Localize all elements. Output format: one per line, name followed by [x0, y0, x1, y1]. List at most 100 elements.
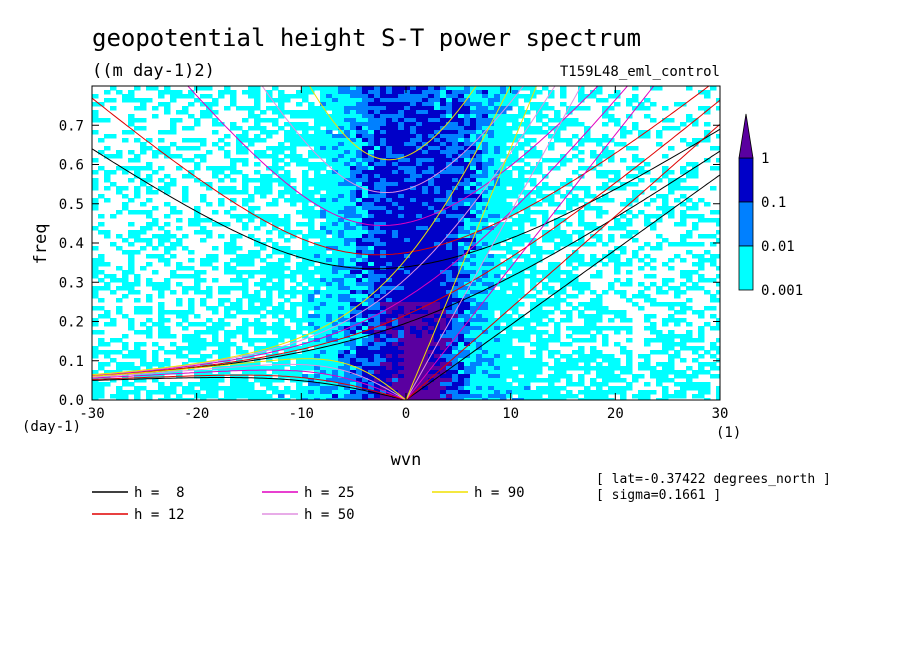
field-cell [584, 194, 591, 199]
field-cell [416, 110, 423, 115]
field-cell [446, 146, 453, 151]
field-cell [512, 138, 519, 143]
field-cell [218, 378, 225, 383]
field-cell [338, 274, 345, 279]
field-cell [314, 298, 321, 303]
field-cell [500, 182, 507, 187]
field-cell [476, 106, 483, 111]
field-cell [200, 158, 207, 163]
field-cell [338, 138, 345, 143]
field-cell [128, 362, 135, 367]
field-cell [566, 122, 573, 127]
field-cell [428, 178, 435, 183]
field-cell [464, 350, 471, 355]
field-cell [554, 218, 561, 223]
field-cell [272, 250, 279, 255]
field-cell [602, 366, 609, 371]
field-cell [320, 134, 327, 139]
field-cell [506, 326, 513, 331]
field-cell [356, 354, 363, 359]
field-cell [392, 262, 399, 267]
field-cell [278, 306, 285, 311]
field-cell [530, 222, 537, 227]
field-cell [506, 362, 513, 367]
field-cell [224, 270, 231, 275]
field-cell [512, 310, 519, 315]
field-cell [710, 346, 717, 351]
field-cell [524, 318, 531, 323]
field-cell [188, 222, 195, 227]
field-cell [380, 338, 387, 343]
field-cell [428, 206, 435, 211]
field-cell [452, 374, 459, 379]
field-cell [284, 130, 291, 135]
field-cell [416, 246, 423, 251]
field-cell [350, 126, 357, 131]
field-cell [410, 238, 417, 243]
field-cell [320, 298, 327, 303]
field-cell [530, 210, 537, 215]
field-cell [584, 134, 591, 139]
field-cell [536, 126, 543, 131]
field-cell [452, 102, 459, 107]
field-cell [656, 194, 663, 199]
field-cell [116, 306, 123, 311]
field-cell [482, 294, 489, 299]
field-cell [290, 374, 297, 379]
field-cell [464, 302, 471, 307]
field-cell [404, 90, 411, 95]
field-cell [170, 178, 177, 183]
field-cell [506, 338, 513, 343]
field-cell [410, 262, 417, 267]
field-cell [530, 302, 537, 307]
field-cell [554, 278, 561, 283]
field-cell [410, 190, 417, 195]
field-cell [458, 102, 465, 107]
field-cell [590, 138, 597, 143]
field-cell [140, 342, 147, 347]
field-cell [644, 366, 651, 371]
field-cell [668, 346, 675, 351]
field-cell [470, 174, 477, 179]
field-cell [308, 294, 315, 299]
field-cell [416, 98, 423, 103]
field-cell [92, 110, 99, 115]
field-cell [680, 238, 687, 243]
field-cell [188, 274, 195, 279]
field-cell [92, 198, 99, 203]
field-cell [566, 302, 573, 307]
field-cell [650, 226, 657, 231]
field-cell [350, 314, 357, 319]
field-cell [416, 362, 423, 367]
field-cell [344, 286, 351, 291]
field-cell [368, 370, 375, 375]
field-cell [296, 194, 303, 199]
field-cell [428, 134, 435, 139]
field-cell [608, 358, 615, 363]
field-cell [440, 298, 447, 303]
field-cell [230, 382, 237, 387]
field-cell [350, 218, 357, 223]
field-cell [356, 198, 363, 203]
field-cell [494, 194, 501, 199]
field-cell [230, 278, 237, 283]
field-cell [176, 94, 183, 99]
field-cell [320, 154, 327, 159]
field-cell [158, 386, 165, 391]
field-cell [176, 266, 183, 271]
field-cell [266, 146, 273, 151]
field-cell [518, 354, 525, 359]
field-cell [98, 258, 105, 263]
field-cell [338, 314, 345, 319]
field-cell [350, 106, 357, 111]
field-cell [356, 242, 363, 247]
field-cell [470, 366, 477, 371]
field-cell [512, 362, 519, 367]
field-cell [422, 294, 429, 299]
field-cell [242, 190, 249, 195]
field-cell [428, 294, 435, 299]
field-cell [548, 106, 555, 111]
field-cell [194, 338, 201, 343]
field-cell [446, 178, 453, 183]
field-cell [158, 166, 165, 171]
